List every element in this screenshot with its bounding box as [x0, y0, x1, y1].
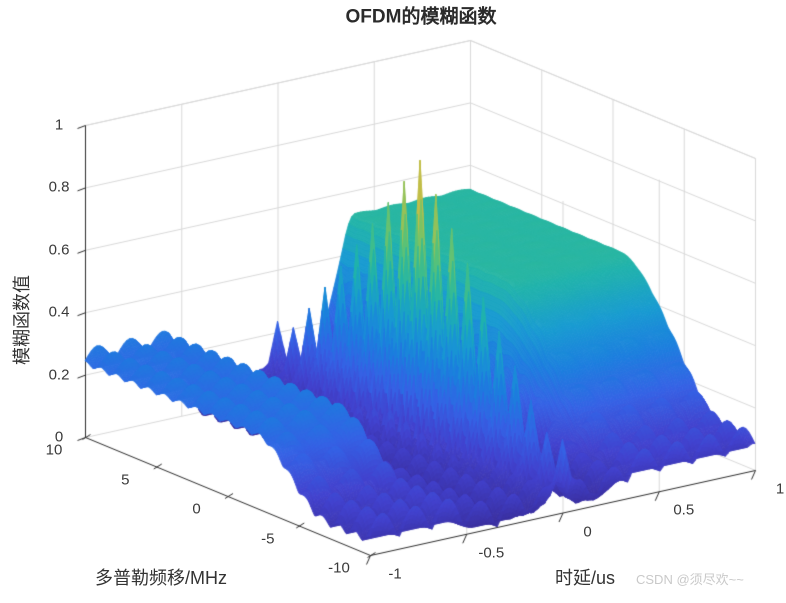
y-tick-label: 5 — [121, 471, 130, 488]
x-tick-label: -1 — [388, 565, 402, 583]
y-axis-label: 多普勒频移/MHz — [95, 568, 227, 588]
z-axis-label: 模糊函数值 — [12, 275, 32, 365]
z-tick-label: 0 — [54, 428, 64, 446]
x-tick-label: 0.5 — [673, 501, 695, 519]
x-tick-label: 0 — [583, 523, 592, 540]
x-tick-label: 1 — [775, 480, 785, 498]
y-tick-label: -10 — [328, 559, 350, 577]
x-tick-label: -0.5 — [478, 544, 505, 562]
z-tick-label: 0.4 — [48, 303, 70, 321]
z-tick-label: 0.8 — [48, 178, 70, 196]
z-tick-label: 1 — [54, 116, 64, 134]
watermark: CSDN @须尽欢~~ — [636, 572, 744, 587]
z-tick-label: 0.2 — [48, 366, 70, 384]
chart-title: OFDM的模糊函数 — [345, 6, 497, 28]
z-tick-label: 0.6 — [48, 241, 70, 259]
y-tick-label: 0 — [192, 500, 201, 518]
x-axis-label: 时延/us — [554, 568, 616, 588]
y-tick-label: -5 — [261, 530, 275, 547]
y-tick-label: 10 — [45, 441, 63, 459]
